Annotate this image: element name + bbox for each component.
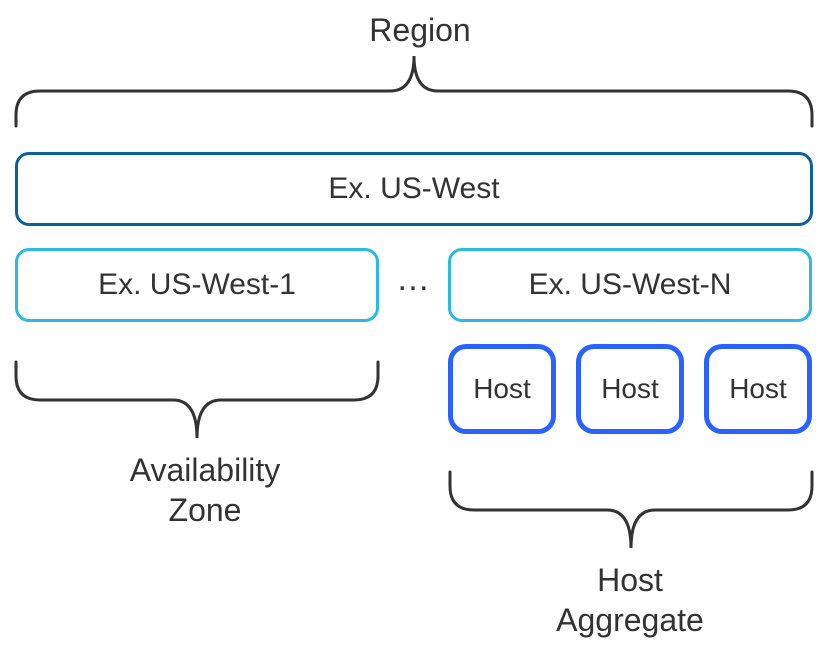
host-aggregate-brace: [0, 0, 828, 600]
hostagg-brace-path: [450, 472, 812, 548]
